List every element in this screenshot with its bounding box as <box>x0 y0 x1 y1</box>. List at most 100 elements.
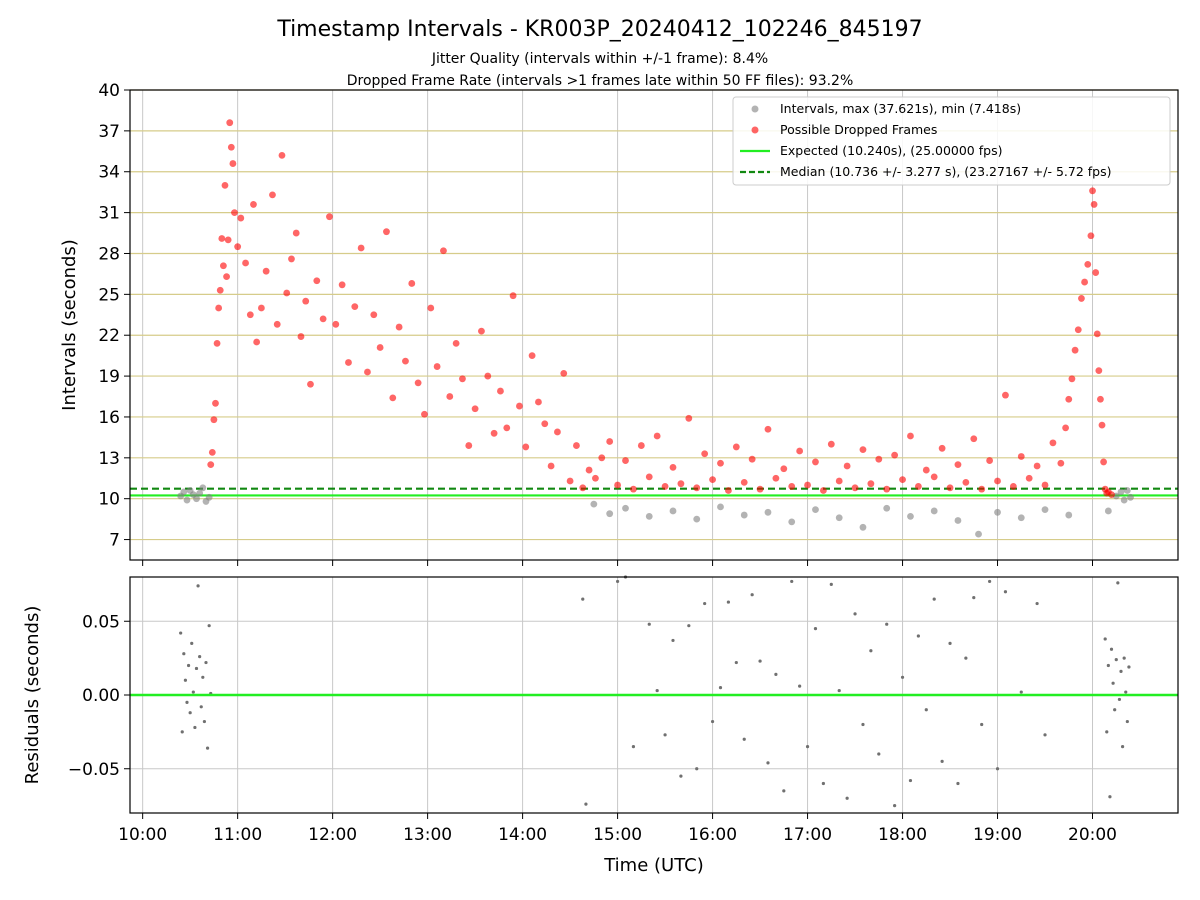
residual-point <box>584 802 588 806</box>
dropped-frame-point <box>227 143 235 151</box>
residual-point <box>1103 637 1107 641</box>
dropped-frame-point <box>1009 483 1017 490</box>
intervals-y-tick-label: 22 <box>98 326 120 346</box>
dropped-frame-point <box>1041 481 1049 489</box>
interval-point <box>180 488 188 496</box>
interval-point <box>835 514 843 522</box>
dropped-frame-point <box>1062 424 1070 432</box>
dropped-frame-point <box>709 476 716 484</box>
dropped-frame-point <box>614 481 621 489</box>
dropped-frame-point <box>497 387 504 395</box>
residual-point <box>201 675 205 679</box>
x-tick-label: 19:00 <box>973 825 1022 845</box>
residual-point <box>940 759 944 763</box>
residual-point <box>877 752 881 756</box>
dropped-frame-point <box>212 399 219 407</box>
dropped-frame-point <box>1092 269 1100 276</box>
dropped-frame-point <box>224 236 232 244</box>
dropped-frame-point <box>994 477 1001 485</box>
residual-point <box>1127 665 1131 669</box>
x-axis-label: Time (UTC) <box>603 855 704 876</box>
dropped-frame-point <box>1108 491 1115 499</box>
dropped-frame-point <box>516 402 523 410</box>
residual-point <box>718 686 723 690</box>
dropped-frame-point <box>1074 326 1082 334</box>
interval-point <box>994 508 1001 516</box>
dropped-frame-point <box>237 214 245 222</box>
interval-point <box>930 507 938 515</box>
dropped-frame-point <box>226 119 234 127</box>
residual-point <box>183 678 188 682</box>
dropped-frame-point <box>326 213 333 221</box>
dropped-frame-point <box>740 478 748 486</box>
dropped-frame-point <box>796 447 804 455</box>
dropped-frame-point <box>1078 295 1085 302</box>
dropped-frame-point <box>661 483 669 490</box>
dropped-frame-point <box>503 424 511 432</box>
interval-point <box>740 511 748 519</box>
residual-point <box>774 672 778 676</box>
interval-point <box>196 489 204 497</box>
dropped-frame-point <box>637 442 645 449</box>
interval-point <box>812 506 819 513</box>
dropped-frame-point <box>622 457 629 464</box>
residual-point <box>190 641 194 645</box>
interval-point <box>1041 506 1049 513</box>
dropped-frame-point <box>478 327 485 335</box>
dropped-frame-point <box>780 465 788 473</box>
x-tick-label: 20:00 <box>1068 825 1117 845</box>
dropped-frame-point <box>207 461 215 469</box>
residual-point <box>869 649 873 653</box>
dropped-frame-point <box>954 461 962 469</box>
dropped-frame-point <box>1025 474 1033 482</box>
dropped-frame-point <box>313 277 321 285</box>
dropped-frame-point <box>484 372 492 380</box>
dropped-frame-point <box>579 484 587 492</box>
chart-subtitle-jitter: Jitter Quality (intervals within +/-1 fr… <box>431 51 768 67</box>
dropped-frame-point <box>528 352 536 360</box>
residual-point <box>194 666 199 671</box>
dropped-frame-point <box>1084 260 1092 268</box>
interval-point <box>205 493 213 501</box>
legend-dropped-label: Possible Dropped Frames <box>780 122 937 137</box>
dropped-frame-point <box>1057 459 1065 467</box>
interval-point <box>883 504 891 512</box>
residual-point <box>1109 647 1114 651</box>
dropped-frame-point <box>653 432 661 440</box>
residual-point <box>821 781 825 786</box>
dropped-frame-point <box>364 368 371 376</box>
residual-point <box>1035 601 1039 606</box>
interval-point <box>606 510 614 518</box>
residual-point <box>734 660 738 665</box>
dropped-frame-point <box>547 462 555 470</box>
dropped-frame-point <box>210 416 218 424</box>
dropped-frame-point <box>357 244 365 252</box>
residual-point <box>191 690 195 694</box>
dropped-frame-point <box>292 229 300 237</box>
intervals-reference-lines <box>130 487 1178 497</box>
residual-point <box>196 584 200 588</box>
dropped-frame-point <box>446 393 454 400</box>
dropped-frame-point <box>242 259 249 267</box>
residual-point <box>750 593 754 597</box>
interval-point <box>622 504 629 512</box>
interval-point <box>193 495 200 503</box>
interval-point <box>669 507 677 515</box>
residual-point <box>182 652 186 656</box>
intervals-points <box>177 119 1134 538</box>
dropped-frame-point <box>827 440 835 448</box>
dropped-frame-point <box>1049 439 1057 447</box>
residual-point <box>710 719 715 724</box>
dropped-frame-point <box>213 339 221 347</box>
dropped-frame-point <box>899 476 906 484</box>
dropped-frame-point <box>1071 346 1079 354</box>
dropped-frame-point <box>269 191 276 199</box>
dropped-frame-point <box>383 228 390 236</box>
residual-point <box>893 804 897 808</box>
dropped-frame-point <box>630 485 637 493</box>
dropped-frame-point <box>962 478 970 486</box>
dropped-frame-point <box>1097 395 1104 403</box>
dropped-frame-point <box>859 446 867 454</box>
dropped-frame-point <box>717 459 724 467</box>
